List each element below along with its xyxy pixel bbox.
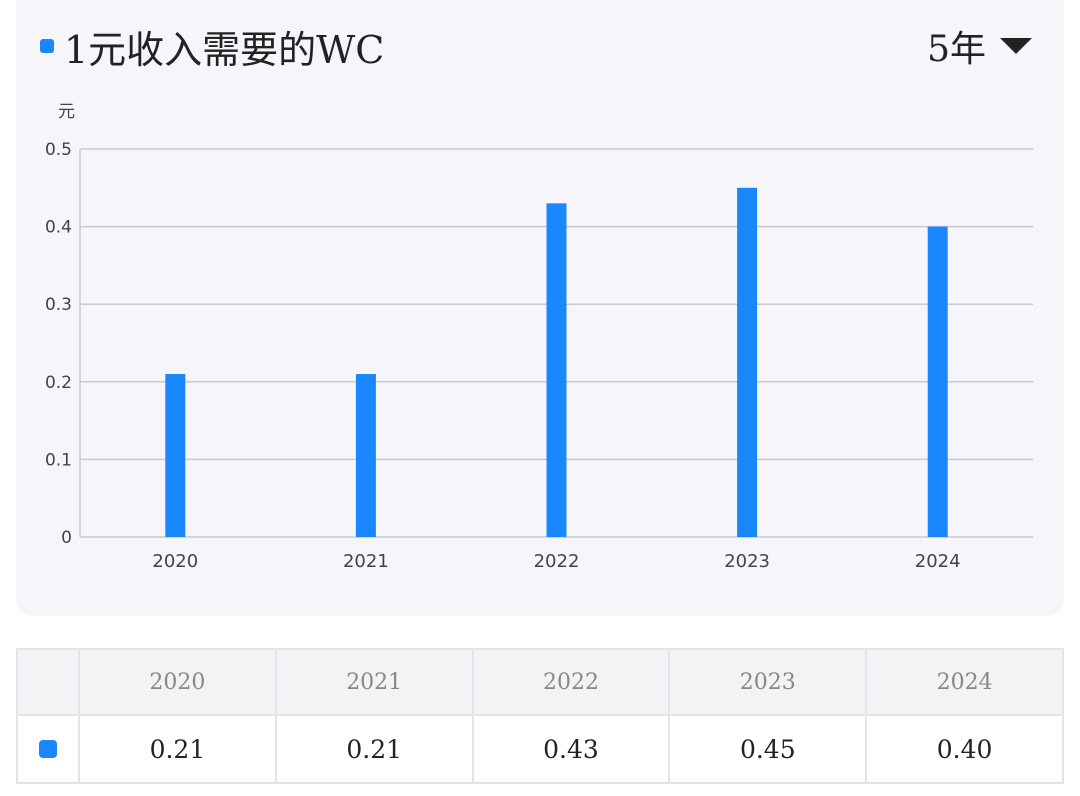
chart-card: 1元收入需要的WC 5年 元 [16, 0, 1064, 616]
table-value-cell: 0.40 [865, 714, 1064, 784]
x-tick-label: 2020 [152, 551, 198, 572]
period-label: 5年 [927, 29, 986, 70]
table-header-cell: 2024 [865, 648, 1064, 716]
table-value-cell: 0.43 [471, 714, 671, 784]
table-corner-cell [16, 648, 80, 716]
table-header-cell: 2023 [668, 648, 868, 716]
table-row: 0.21 0.21 0.43 0.45 0.40 [16, 714, 1064, 784]
x-tick-label: 2022 [534, 551, 580, 572]
y-axis-unit: 元 [58, 102, 75, 122]
table-value-cell: 0.45 [668, 714, 868, 784]
chart-header: 1元收入需要的WC [40, 20, 384, 72]
y-tick-label: 0.5 [45, 140, 72, 160]
x-tick-label: 2024 [915, 551, 961, 572]
chart-title: 1元收入需要的WC [64, 27, 385, 72]
y-tick-label: 0.2 [45, 373, 72, 393]
x-tick-label: 2023 [724, 551, 770, 572]
table-header-row: 2020 2021 2022 2023 2024 [16, 648, 1064, 716]
caret-down-icon [1000, 38, 1032, 54]
series-marker-icon [39, 739, 57, 758]
x-tick-label: 2021 [343, 551, 389, 572]
bar-chart: 0 0.1 0.2 0.3 0.4 0.5 2020 2021 2022 2023 2024 [45, 140, 1033, 572]
period-selector[interactable]: 5年 [927, 20, 1032, 72]
table-value-cell: 0.21 [78, 714, 277, 784]
bar [355, 374, 376, 537]
y-tick-label: 0.3 [45, 295, 72, 315]
y-tick-label: 0.1 [45, 450, 72, 470]
table-header-cell: 2022 [471, 648, 671, 716]
table-value-cell: 0.21 [274, 714, 474, 784]
y-tick-label: 0.4 [45, 218, 72, 238]
table-header-cell: 2021 [274, 648, 474, 716]
bar [927, 226, 948, 537]
bar [546, 203, 567, 537]
series-legend-marker [40, 39, 54, 53]
table-series-marker-cell [16, 714, 80, 784]
bar [165, 374, 186, 537]
data-table: 2020 2021 2022 2023 2024 0.21 0.21 0.43 … [16, 648, 1064, 784]
table-header-cell: 2020 [78, 648, 277, 716]
bar [737, 187, 758, 538]
y-tick-label: 0 [61, 528, 72, 548]
